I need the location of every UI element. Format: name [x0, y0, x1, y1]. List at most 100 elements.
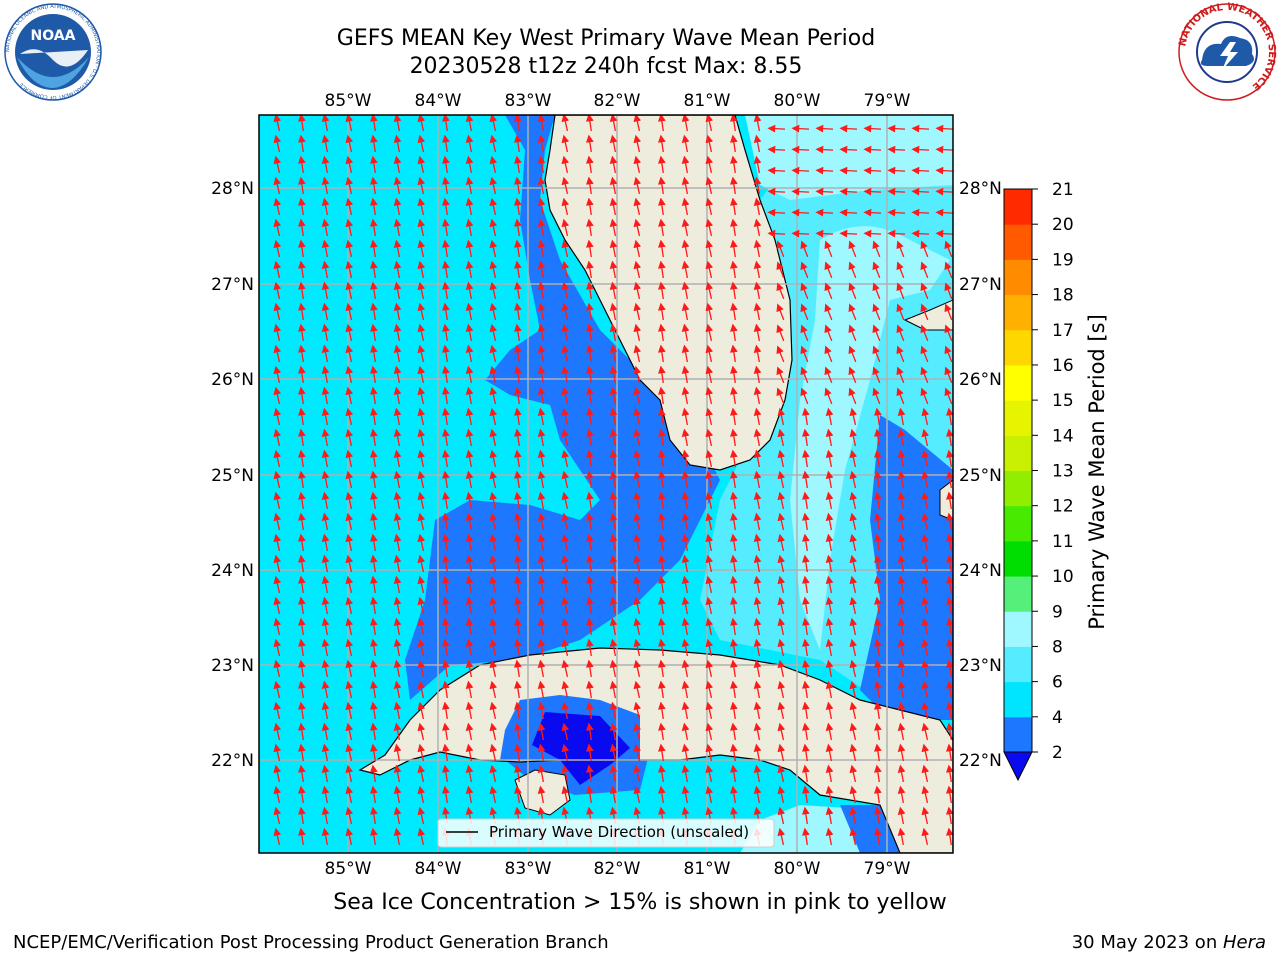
wave-arrow: [465, 134, 474, 153]
wave-arrow: [441, 575, 450, 594]
wave-arrow: [465, 743, 474, 762]
wave-arrow: [465, 386, 474, 405]
wave-arrow: [921, 764, 930, 783]
wave-arrow: [873, 722, 882, 741]
wave-arrow: [369, 575, 378, 594]
wave-arrow: [345, 596, 354, 615]
wave-arrow: [681, 680, 690, 699]
wave-arrow: [705, 617, 714, 636]
wave-arrow: [321, 806, 330, 825]
wave-arrow: [369, 617, 378, 636]
wave-arrow: [753, 680, 762, 699]
producer-credit: NCEP/EMC/Verification Post Processing Pr…: [13, 932, 609, 953]
lat-label-right: 23°N: [959, 656, 1002, 676]
wave-arrow: [321, 281, 330, 300]
wave-arrow: [537, 449, 546, 468]
wave-arrow: [753, 512, 762, 531]
wave-arrow: [801, 806, 810, 825]
wave-arrow: [801, 743, 810, 762]
lat-label-right: 27°N: [959, 275, 1002, 295]
wave-arrow: [585, 281, 594, 300]
wave-arrow: [753, 638, 762, 657]
wave-arrow: [705, 218, 714, 237]
noaa-logo-text: NOAA: [31, 28, 76, 44]
wave-arrow: [417, 680, 426, 699]
wave-arrow: [729, 365, 738, 384]
wave-arrow: [417, 239, 426, 258]
wave-arrow: [297, 785, 306, 804]
wave-arrow: [417, 701, 426, 720]
wave-arrow: [849, 575, 858, 594]
wave-arrow: [489, 785, 498, 804]
wave-arrow: [921, 722, 930, 741]
wave-arrow: [777, 617, 786, 636]
wave-arrow: [537, 659, 546, 678]
wave-arrow: [393, 449, 402, 468]
colorbar-tick-label: 13: [1052, 462, 1074, 482]
wave-arrow: [561, 344, 570, 363]
wave-arrow: [297, 302, 306, 321]
wave-arrow: [417, 806, 426, 825]
wave-arrow: [896, 240, 905, 258]
wave-arrow: [849, 554, 858, 573]
wave-arrow: [729, 344, 738, 363]
wave-arrow: [345, 281, 354, 300]
wave-arrow: [345, 743, 354, 762]
wave-arrow: [297, 155, 306, 174]
wave-arrow: [345, 428, 354, 447]
wave-arrow: [393, 134, 402, 153]
wave-arrow: [417, 365, 426, 384]
wave-arrow: [489, 470, 498, 489]
wave-arrow: [321, 659, 330, 678]
wave-arrow: [345, 575, 354, 594]
wave-arrow: [489, 115, 498, 132]
wave-arrow: [897, 617, 906, 636]
colorbar-tick-label: 21: [1052, 180, 1074, 200]
wave-arrow: [393, 638, 402, 657]
wave-arrow: [513, 659, 522, 678]
wave-arrow: [513, 428, 522, 447]
wave-arrow: [465, 722, 474, 741]
wave-arrow: [393, 197, 402, 216]
wave-arrow: [633, 680, 642, 699]
wave-arrow: [633, 554, 642, 573]
wave-arrow: [863, 187, 882, 196]
wave-arrow: [945, 533, 953, 552]
wave-arrow: [609, 260, 618, 279]
wave-arrow: [417, 155, 426, 174]
wave-arrow: [321, 827, 330, 846]
wave-arrow: [873, 806, 882, 825]
wave-arrow: [849, 407, 858, 426]
wave-arrow: [441, 344, 450, 363]
wave-arrow: [393, 596, 402, 615]
wave-arrow: [753, 344, 762, 363]
wave-arrow: [729, 722, 738, 741]
wave-arrow: [345, 302, 354, 321]
wave-arrow: [345, 806, 354, 825]
wave-arrow: [537, 428, 546, 447]
wave-arrow: [873, 449, 882, 468]
wave-arrow: [513, 365, 522, 384]
arrow-legend: Primary Wave Direction (unscaled): [437, 818, 775, 848]
wave-arrow: [945, 764, 953, 783]
wave-arrow: [705, 323, 714, 342]
colorbar-tick-label: 17: [1052, 321, 1074, 341]
arrow-legend-label: Primary Wave Direction (unscaled): [489, 823, 749, 841]
wave-arrow: [513, 470, 522, 489]
wave-arrow: [921, 680, 930, 699]
bahamas-land-south: [939, 479, 953, 521]
wave-arrow: [297, 659, 306, 678]
wave-arrow: [417, 386, 426, 405]
wave-arrow: [561, 176, 570, 195]
wave-arrow: [321, 134, 330, 153]
wave-arrow: [321, 533, 330, 552]
wave-arrow: [944, 345, 953, 363]
colorbar-tick-label: 15: [1052, 391, 1074, 411]
wave-arrow: [513, 218, 522, 237]
wave-arrow: [824, 240, 833, 258]
wave-arrow: [825, 701, 834, 720]
wave-arrow: [585, 659, 594, 678]
map-graticule: [259, 115, 953, 853]
wave-arrow: [791, 208, 810, 217]
wave-arrow: [441, 680, 450, 699]
